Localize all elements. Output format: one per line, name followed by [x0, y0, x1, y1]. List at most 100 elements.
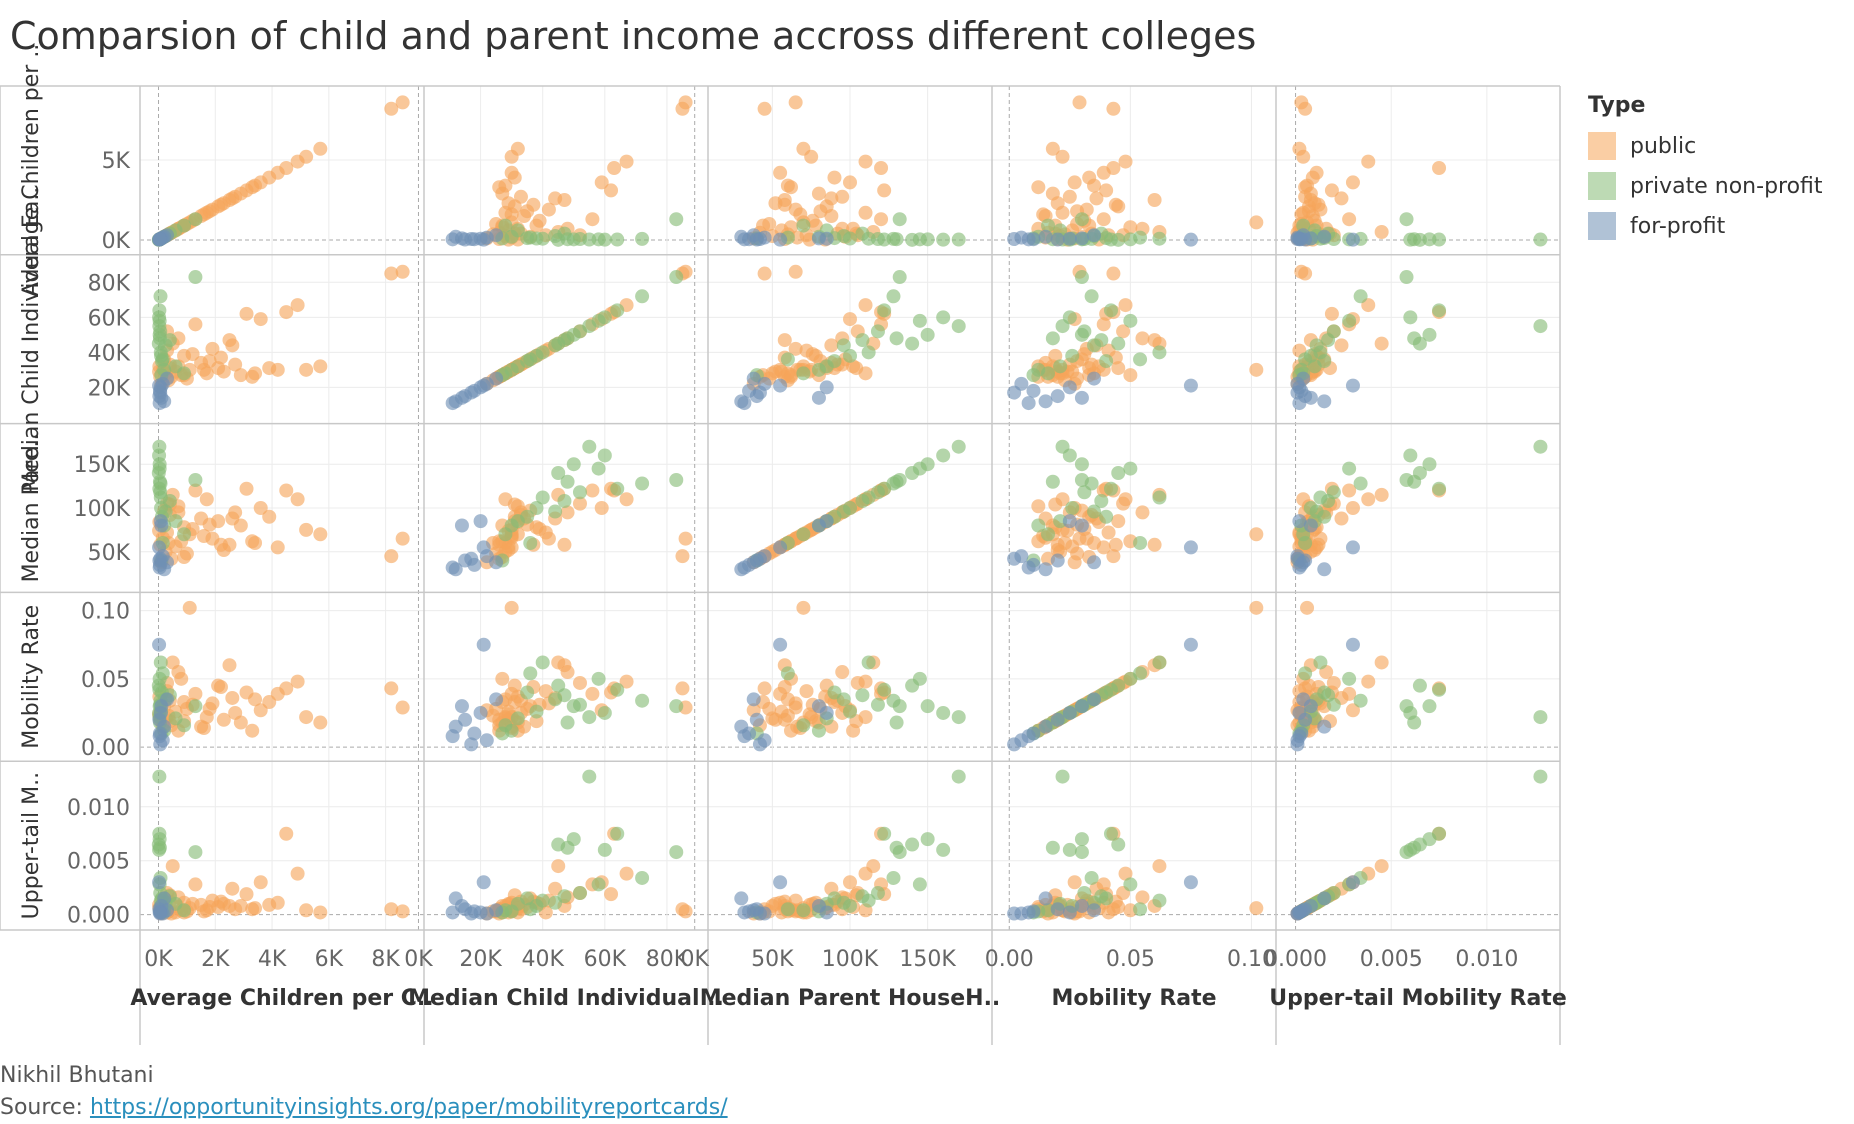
point-private-non-profit	[912, 671, 927, 686]
y-tick-label: 150K	[74, 453, 131, 478]
point-public	[619, 866, 634, 881]
point-public	[1045, 141, 1060, 156]
point-public	[1249, 901, 1264, 916]
point-public	[1311, 197, 1326, 212]
point-private-non-profit	[1074, 845, 1089, 860]
x-tick-label: 0.05	[1106, 947, 1155, 972]
point-public	[1249, 600, 1264, 615]
point-private-non-profit	[1111, 336, 1126, 351]
point-private-non-profit	[1077, 324, 1092, 339]
point-private-non-profit	[855, 333, 870, 348]
point-private-non-profit	[1074, 832, 1089, 847]
point-public	[548, 881, 563, 896]
point-private-non-profit	[1099, 509, 1114, 524]
x-tick-label: 100K	[822, 947, 879, 972]
x-tick-label: 2K	[201, 947, 230, 972]
point-public	[551, 859, 566, 874]
point-for-profit	[454, 699, 469, 714]
point-public	[384, 902, 399, 917]
point-public	[216, 712, 231, 727]
point-public	[1116, 496, 1131, 511]
point-public	[225, 338, 240, 353]
point-public	[1361, 674, 1376, 689]
point-for-profit	[773, 378, 788, 393]
point-public	[1432, 161, 1447, 175]
point-public	[866, 859, 881, 874]
point-private-non-profit	[780, 666, 795, 681]
point-public	[1345, 703, 1360, 718]
source-link[interactable]: https://opportunityinsights.org/paper/mo…	[89, 1095, 728, 1120]
point-private-non-profit	[889, 715, 904, 730]
point-private-non-profit	[796, 366, 811, 381]
point-for-profit	[1021, 232, 1036, 247]
point-for-profit	[811, 699, 826, 714]
legend-item-private-non-profit[interactable]: private non-profit	[1588, 166, 1823, 206]
point-for-profit	[1007, 551, 1022, 566]
point-for-profit	[1292, 514, 1307, 529]
point-private-non-profit	[1065, 348, 1080, 363]
point-public	[1096, 212, 1111, 227]
point-public	[858, 298, 873, 313]
point-private-non-profit	[936, 448, 951, 463]
point-public	[783, 180, 798, 195]
point-for-profit	[773, 637, 788, 652]
y-tick-label: 80K	[88, 271, 131, 296]
point-for-profit	[1183, 637, 1198, 652]
point-for-profit	[152, 637, 167, 652]
point-for-profit	[746, 371, 761, 386]
point-public	[313, 141, 328, 156]
point-for-profit	[1021, 396, 1036, 411]
point-public	[165, 859, 180, 874]
point-private-non-profit	[1084, 289, 1099, 304]
point-for-profit	[1062, 231, 1077, 246]
x-tick-label: 0.010	[1455, 947, 1518, 972]
point-private-non-profit	[1298, 666, 1313, 681]
point-for-profit	[1087, 903, 1102, 918]
point-public	[1031, 499, 1046, 514]
point-public	[799, 684, 814, 699]
x-tick-label: 80K	[646, 947, 689, 972]
point-private-non-profit	[510, 711, 525, 726]
point-private-non-profit	[1103, 826, 1118, 841]
point-private-non-profit	[1055, 439, 1070, 454]
point-private-non-profit	[855, 493, 870, 508]
point-private-non-profit	[152, 671, 167, 686]
point-private-non-profit	[936, 842, 951, 857]
point-private-non-profit	[152, 769, 167, 784]
point-private-non-profit	[162, 333, 177, 348]
point-for-profit	[1183, 232, 1198, 247]
legend-label-for-profit: for-profit	[1630, 213, 1726, 239]
point-for-profit	[152, 232, 167, 247]
point-private-non-profit	[1533, 439, 1548, 454]
point-private-non-profit	[1309, 338, 1324, 353]
y-tick-label: 0.10	[81, 600, 130, 625]
point-public	[788, 264, 803, 279]
point-public	[1334, 338, 1349, 353]
point-public	[813, 204, 828, 219]
point-public	[835, 189, 850, 204]
point-private-non-profit	[1321, 333, 1336, 348]
point-private-non-profit	[843, 704, 857, 719]
point-private-non-profit	[155, 352, 170, 367]
point-for-profit	[1292, 729, 1307, 744]
point-public	[239, 306, 254, 321]
point-private-non-profit	[1055, 769, 1070, 784]
point-for-profit	[1050, 232, 1065, 247]
point-public	[1345, 501, 1360, 515]
point-for-profit	[1345, 875, 1360, 890]
point-private-non-profit	[951, 439, 966, 454]
point-private-non-profit	[1094, 889, 1109, 904]
point-private-non-profit	[1087, 504, 1102, 519]
point-public	[777, 197, 792, 212]
point-public	[532, 213, 547, 228]
point-private-non-profit	[1123, 877, 1138, 892]
legend-item-for-profit[interactable]: for-profit	[1588, 206, 1823, 246]
point-for-profit	[1074, 390, 1089, 405]
point-public	[560, 665, 575, 680]
point-private-non-profit	[843, 348, 857, 363]
legend-item-public[interactable]: public	[1588, 126, 1823, 166]
point-public	[757, 681, 772, 696]
point-private-non-profit	[669, 472, 684, 487]
point-private-non-profit	[796, 718, 811, 733]
point-public	[225, 881, 240, 896]
